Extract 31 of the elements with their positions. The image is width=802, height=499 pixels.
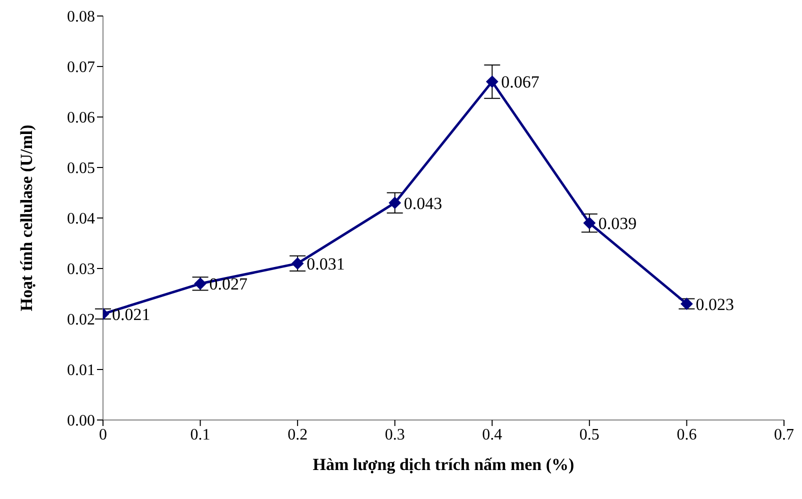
x-tick-label: 0.5	[579, 426, 600, 444]
x-tick-label: 0.2	[288, 426, 308, 444]
y-tick-label: 0.03	[67, 261, 95, 278]
data-label: 0.067	[501, 72, 540, 92]
data-label: 0.023	[696, 294, 734, 314]
y-tick-label: 0.08	[67, 8, 95, 26]
y-axis-title: Hoạt tính cellulase (U/ml)	[17, 124, 36, 312]
data-label: 0.031	[306, 254, 345, 274]
y-tick-label: 0.04	[67, 210, 95, 228]
x-tick-label: 0.6	[676, 426, 697, 444]
x-tick-label: 0	[99, 426, 107, 444]
point	[486, 76, 498, 88]
data-label: 0.027	[209, 274, 248, 294]
y-tick-label: 0.07	[67, 59, 95, 76]
point	[388, 196, 401, 209]
x-tick-label: 0.3	[384, 426, 405, 444]
data-label: 0.043	[404, 194, 442, 213]
x-tick-label: 0.1	[190, 426, 210, 444]
point	[583, 217, 596, 230]
point	[194, 278, 206, 290]
y-tick-label: 0.05	[67, 160, 95, 178]
x-axis-title: Hàm lượng dịch trích nấm men (%)	[312, 455, 574, 474]
data-label: 0.039	[598, 214, 637, 234]
y-tick-label: 0.06	[67, 110, 95, 127]
x-tick-label: 0.7	[774, 426, 794, 444]
point	[680, 298, 693, 310]
data-label: 0.021	[112, 304, 150, 324]
x-tick-label: 0.4	[482, 426, 502, 444]
y-tick-label: 0.02	[67, 312, 95, 329]
y-tick-label: 0.00	[67, 412, 95, 430]
y-tick-label: 0.01	[67, 362, 95, 380]
